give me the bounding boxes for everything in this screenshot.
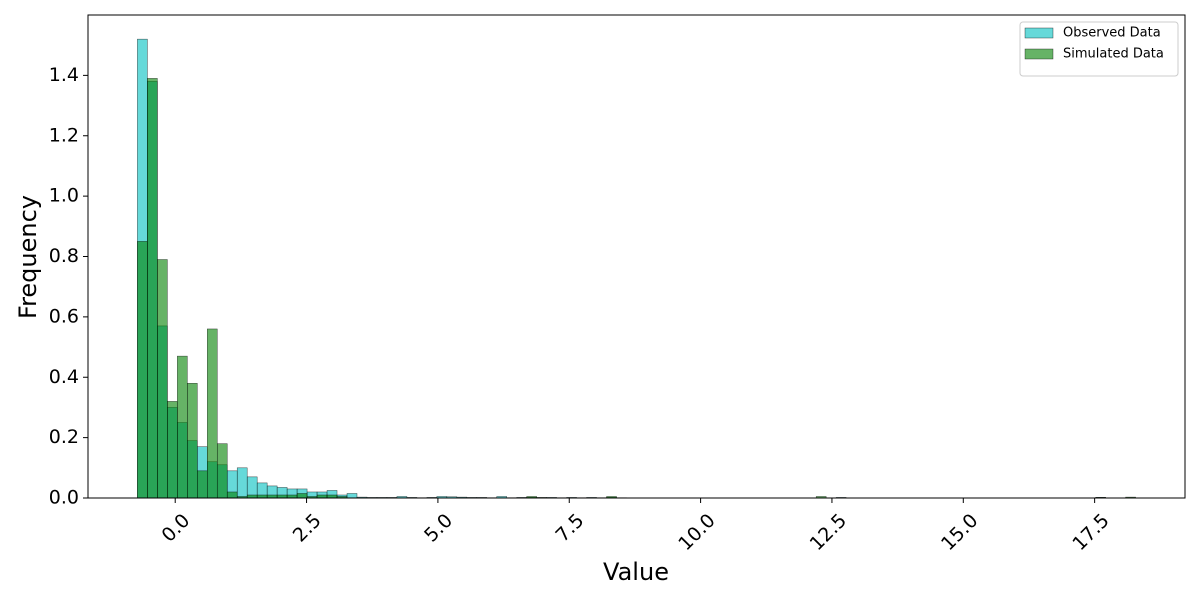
y-tick-label: 1.2 [49,124,79,146]
x-tick-label: 0.0 [157,510,194,547]
bar [157,259,168,499]
legend: Observed Data Simulated Data [1019,21,1179,77]
legend-swatch [1024,48,1054,60]
legend-label: Simulated Data [1063,47,1164,62]
x-tick-label: 15.0 [937,510,982,555]
x-axis-title: Value [603,558,669,586]
y-tick-label: 0.4 [49,366,79,388]
x-tick-label: 5.0 [420,510,457,547]
bar [177,355,188,499]
y-tick-label: 0.8 [49,245,79,267]
bar [187,383,198,499]
legend-label: Observed Data [1063,26,1161,41]
bar [167,401,178,499]
legend-swatch [1024,27,1054,39]
x-tick-label: 2.5 [289,510,326,547]
bar [216,443,228,499]
plot-frame [87,14,1186,499]
x-tick-label: 7.5 [551,510,588,547]
y-tick-label: 0.6 [49,305,79,327]
bar [147,78,158,499]
x-tick-label: 12.5 [806,510,851,555]
bar [236,467,248,499]
bar [296,493,308,499]
y-tick-label: 0.0 [49,487,79,509]
y-axis-title: Frequency [14,195,42,319]
y-tick-label: 0.2 [49,426,79,448]
bar [346,493,358,499]
x-tick-label: 10.0 [674,510,719,555]
bar [207,328,218,499]
y-tick-label: 1.0 [49,185,79,207]
bar [197,470,208,499]
bar [137,241,148,499]
legend-frame [1019,21,1179,77]
bar [226,491,238,499]
y-tick-label: 1.4 [49,64,79,86]
x-tick-label: 17.5 [1068,510,1113,555]
